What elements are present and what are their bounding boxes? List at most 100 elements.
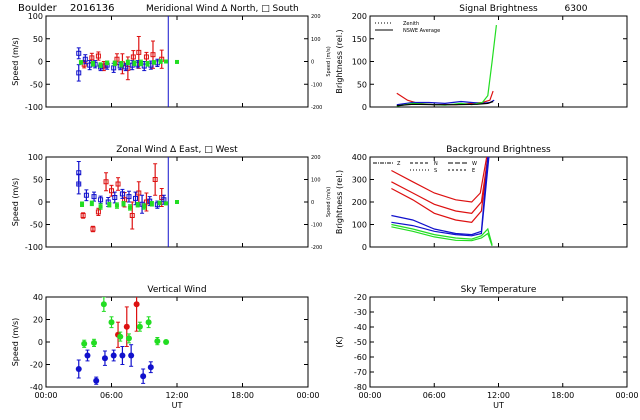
y-tick-label: 100 [28,12,43,21]
data-point [133,301,140,308]
y-tick-label: -20 [30,361,43,370]
y-tick-label: 0 [38,58,43,67]
data-point [158,59,163,64]
data-layer [76,35,179,82]
x-tick-label: 06:00 [100,391,123,400]
data-point [98,197,104,203]
data-point [136,49,142,55]
data-point [152,60,157,65]
y-right-tick-label: 200 [311,155,321,161]
y-right-tick-label: -100 [311,82,322,88]
data-point [119,352,126,359]
data-point [119,191,125,197]
y-axis-label: Brightness (rel.) [335,170,344,234]
chart-vertical: Vertical Wind 40 20 0 -20 -40 Speed (m/s) 00:00… [11,285,320,410]
y-tick-label: 50 [357,80,367,89]
y-tick-label: -70 [354,368,367,377]
y-tick-label: 150 [352,35,367,44]
data-point [136,190,142,196]
data-point [135,202,140,207]
x-tick-label: 12:00 [165,391,188,400]
legend-label: W [472,161,477,167]
data-point [112,61,117,66]
y-tick-label: 200 [352,198,367,207]
header-date-code: 2016136 [70,3,115,14]
y-tick-label: -60 [354,353,367,362]
x-tick-label: 00:00 [358,391,381,400]
data-point [121,201,126,206]
data-point [161,197,167,203]
y-tick-label: 400 [352,153,367,162]
y-tick-label: -30 [354,308,367,317]
y-tick-label: 0 [38,338,43,347]
plot-frame [369,156,628,248]
data-point [133,195,139,201]
chart-signal: Signal Brightness 6300 200 150 100 50 0 Brightn… [335,4,628,112]
x-tick-label: 18:00 [551,391,574,400]
y-axis-label: Brightness (rel.) [335,29,344,93]
data-point [101,355,108,362]
data-point [80,213,86,218]
y-tick-label: 50 [33,35,43,44]
series-line [391,157,490,237]
y-tick-label: -40 [354,323,367,332]
data-point [128,352,135,359]
y-tick-label: 100 [352,58,367,67]
series-line [391,157,489,223]
y-right-tick-label: 0 [311,200,314,206]
data-point [90,61,95,66]
data-layer [396,25,497,107]
y-tick-label: 300 [352,176,367,185]
data-point [125,60,130,65]
y-axis-label: Speed (m/s) [11,318,20,367]
data-point [154,338,161,345]
y-right-tick-label: 0 [311,60,314,66]
series-line [391,157,488,203]
x-tick-label: 06:00 [423,391,446,400]
data-point [125,335,132,342]
chart-title: Sky Temperature [461,285,537,295]
data-point [80,202,85,207]
legend-label: NSWE Average [403,28,440,34]
data-point [75,366,82,372]
series-line [391,226,493,247]
data-point [76,50,82,56]
data-point [89,201,94,206]
data-point [78,60,83,65]
data-point [91,194,97,200]
y-tick-label: -100 [25,103,43,112]
data-point [123,64,129,70]
x-tick-label: 00:00 [615,391,638,400]
x-tick-label: 12:00 [487,391,510,400]
y-tick-label: -20 [354,293,367,302]
data-point [152,177,158,182]
data-point [138,60,143,65]
data-point [140,373,147,380]
data-point [76,181,82,187]
y-tick-label: 100 [352,221,367,230]
data-point [91,339,98,346]
legend-label: Z [397,161,401,167]
y-right-tick-label: -200 [311,245,322,251]
data-point [164,201,169,206]
data-point [83,192,89,198]
data-point [128,205,133,210]
y-tick-label: 0 [38,198,43,207]
data-point [147,364,154,371]
legend-label: N [434,161,438,167]
y-axis-label-right: Speed (m/s) [326,187,332,217]
chart-title: Signal Brightness [459,4,538,14]
series-line [396,100,494,107]
data-point [100,301,107,308]
y-right-tick-label: 200 [311,14,321,20]
y-tick-label: 200 [352,12,367,21]
data-point [84,352,91,359]
data-point [105,60,110,65]
data-point [150,52,156,58]
chart-title: Vertical Wind [147,285,206,295]
data-point [114,56,120,62]
data-point [110,352,117,359]
data-point [142,204,147,209]
data-point [109,188,114,194]
chart-title: Background Brightness [446,145,551,155]
